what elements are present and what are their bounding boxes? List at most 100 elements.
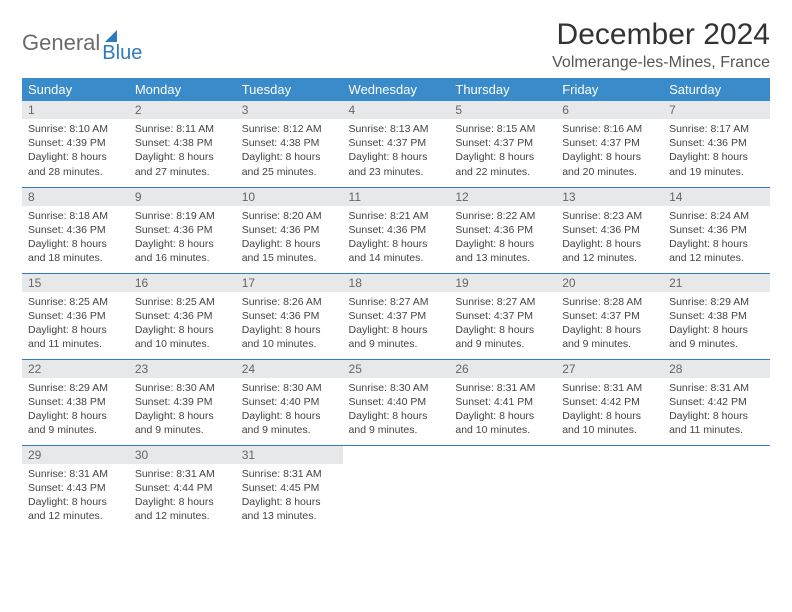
sunrise-line: Sunrise: 8:21 AM (349, 209, 444, 223)
day-details: Sunrise: 8:20 AMSunset: 4:36 PMDaylight:… (236, 206, 343, 270)
calendar-day: 4Sunrise: 8:13 AMSunset: 4:37 PMDaylight… (343, 101, 450, 187)
day-details: Sunrise: 8:30 AMSunset: 4:40 PMDaylight:… (343, 378, 450, 442)
daylight-line: Daylight: 8 hours and 12 minutes. (135, 495, 230, 523)
daylight-line: Daylight: 8 hours and 9 minutes. (455, 323, 550, 351)
col-sun: Sunday (22, 78, 129, 101)
day-number: 13 (556, 188, 663, 206)
day-number: 23 (129, 360, 236, 378)
sunset-line: Sunset: 4:37 PM (562, 309, 657, 323)
calendar-day: 31Sunrise: 8:31 AMSunset: 4:45 PMDayligh… (236, 445, 343, 531)
day-number: 16 (129, 274, 236, 292)
col-thu: Thursday (449, 78, 556, 101)
day-number: 7 (663, 101, 770, 119)
sunrise-line: Sunrise: 8:15 AM (455, 122, 550, 136)
daylight-line: Daylight: 8 hours and 9 minutes. (349, 323, 444, 351)
day-details: Sunrise: 8:17 AMSunset: 4:36 PMDaylight:… (663, 119, 770, 183)
daylight-line: Daylight: 8 hours and 18 minutes. (28, 237, 123, 265)
sunset-line: Sunset: 4:36 PM (242, 223, 337, 237)
calendar-day: 15Sunrise: 8:25 AMSunset: 4:36 PMDayligh… (22, 273, 129, 359)
sunrise-line: Sunrise: 8:31 AM (455, 381, 550, 395)
calendar-day: 26Sunrise: 8:31 AMSunset: 4:41 PMDayligh… (449, 359, 556, 445)
sunset-line: Sunset: 4:38 PM (242, 136, 337, 150)
calendar-day: .. (556, 445, 663, 531)
sunset-line: Sunset: 4:36 PM (562, 223, 657, 237)
daylight-line: Daylight: 8 hours and 14 minutes. (349, 237, 444, 265)
day-details: Sunrise: 8:26 AMSunset: 4:36 PMDaylight:… (236, 292, 343, 356)
day-details: Sunrise: 8:31 AMSunset: 4:45 PMDaylight:… (236, 464, 343, 528)
day-details: Sunrise: 8:13 AMSunset: 4:37 PMDaylight:… (343, 119, 450, 183)
day-number: 3 (236, 101, 343, 119)
sunrise-line: Sunrise: 8:11 AM (135, 122, 230, 136)
calendar-day: 8Sunrise: 8:18 AMSunset: 4:36 PMDaylight… (22, 187, 129, 273)
day-number: 22 (22, 360, 129, 378)
day-number: 21 (663, 274, 770, 292)
day-details: Sunrise: 8:31 AMSunset: 4:41 PMDaylight:… (449, 378, 556, 442)
day-details: Sunrise: 8:24 AMSunset: 4:36 PMDaylight:… (663, 206, 770, 270)
day-details: Sunrise: 8:12 AMSunset: 4:38 PMDaylight:… (236, 119, 343, 183)
col-mon: Monday (129, 78, 236, 101)
calendar-week: 8Sunrise: 8:18 AMSunset: 4:36 PMDaylight… (22, 187, 770, 273)
day-number: 29 (22, 446, 129, 464)
sunset-line: Sunset: 4:38 PM (135, 136, 230, 150)
day-details: Sunrise: 8:31 AMSunset: 4:44 PMDaylight:… (129, 464, 236, 528)
day-details: Sunrise: 8:31 AMSunset: 4:42 PMDaylight:… (663, 378, 770, 442)
sunrise-line: Sunrise: 8:20 AM (242, 209, 337, 223)
day-details: Sunrise: 8:15 AMSunset: 4:37 PMDaylight:… (449, 119, 556, 183)
calendar-day: 23 Sunrise: 8:30 AMSunset: 4:39 PMDayligh… (129, 359, 236, 445)
location: Volmerange-les-Mines, France (552, 54, 770, 72)
day-number: 27 (556, 360, 663, 378)
sunset-line: Sunset: 4:38 PM (28, 395, 123, 409)
day-details: Sunrise: 8:28 AMSunset: 4:37 PMDaylight:… (556, 292, 663, 356)
sunrise-line: Sunrise: 8:29 AM (28, 381, 123, 395)
daylight-line: Daylight: 8 hours and 9 minutes. (562, 323, 657, 351)
daylight-line: Daylight: 8 hours and 11 minutes. (669, 409, 764, 437)
calendar-day: 3Sunrise: 8:12 AMSunset: 4:38 PMDaylight… (236, 101, 343, 187)
col-sat: Saturday (663, 78, 770, 101)
calendar-day: 22Sunrise: 8:29 AMSunset: 4:38 PMDayligh… (22, 359, 129, 445)
sunrise-line: Sunrise: 8:31 AM (135, 467, 230, 481)
col-wed: Wednesday (343, 78, 450, 101)
sunrise-line: Sunrise: 8:12 AM (242, 122, 337, 136)
day-details: Sunrise: 8:27 AMSunset: 4:37 PMDaylight:… (343, 292, 450, 356)
sunset-line: Sunset: 4:44 PM (135, 481, 230, 495)
day-details: Sunrise: 8:25 AMSunset: 4:36 PMDaylight:… (22, 292, 129, 356)
page-title: December 2024 (552, 18, 770, 52)
calendar-day: 30Sunrise: 8:31 AMSunset: 4:44 PMDayligh… (129, 445, 236, 531)
sunrise-line: Sunrise: 8:25 AM (28, 295, 123, 309)
sunset-line: Sunset: 4:39 PM (28, 136, 123, 150)
sunset-line: Sunset: 4:37 PM (455, 309, 550, 323)
sunrise-line: Sunrise: 8:23 AM (562, 209, 657, 223)
sunset-line: Sunset: 4:38 PM (669, 309, 764, 323)
daylight-line: Daylight: 8 hours and 9 minutes. (135, 409, 230, 437)
day-number: 31 (236, 446, 343, 464)
daylight-line: Daylight: 8 hours and 15 minutes. (242, 237, 337, 265)
sunrise-line: Sunrise: 8:30 AM (135, 381, 230, 395)
sunset-line: Sunset: 4:36 PM (135, 223, 230, 237)
logo-sail-icon (102, 24, 142, 44)
sunset-line: Sunset: 4:37 PM (562, 136, 657, 150)
sunset-line: Sunset: 4:36 PM (28, 309, 123, 323)
day-details: Sunrise: 8:21 AMSunset: 4:36 PMDaylight:… (343, 206, 450, 270)
calendar-day: 19Sunrise: 8:27 AMSunset: 4:37 PMDayligh… (449, 273, 556, 359)
daylight-line: Daylight: 8 hours and 12 minutes. (562, 237, 657, 265)
daylight-line: Daylight: 8 hours and 12 minutes. (28, 495, 123, 523)
day-details: Sunrise: 8:29 AMSunset: 4:38 PMDaylight:… (663, 292, 770, 356)
sunrise-line: Sunrise: 8:10 AM (28, 122, 123, 136)
daylight-line: Daylight: 8 hours and 12 minutes. (669, 237, 764, 265)
day-number: 4 (343, 101, 450, 119)
daylight-line: Daylight: 8 hours and 9 minutes. (349, 409, 444, 437)
day-details: Sunrise: 8:27 AMSunset: 4:37 PMDaylight:… (449, 292, 556, 356)
col-fri: Friday (556, 78, 663, 101)
daylight-line: Daylight: 8 hours and 23 minutes. (349, 150, 444, 178)
sunset-line: Sunset: 4:39 PM (135, 395, 230, 409)
day-number: 20 (556, 274, 663, 292)
day-number: 1 (22, 101, 129, 119)
sunrise-line: Sunrise: 8:27 AM (349, 295, 444, 309)
sunset-line: Sunset: 4:37 PM (349, 136, 444, 150)
calendar-day: 17Sunrise: 8:26 AMSunset: 4:36 PMDayligh… (236, 273, 343, 359)
day-number: 14 (663, 188, 770, 206)
day-details: Sunrise: 8:23 AMSunset: 4:36 PMDaylight:… (556, 206, 663, 270)
calendar-day: 28Sunrise: 8:31 AMSunset: 4:42 PMDayligh… (663, 359, 770, 445)
day-details: Sunrise: 8:18 AMSunset: 4:36 PMDaylight:… (22, 206, 129, 270)
day-details: Sunrise: 8:16 AMSunset: 4:37 PMDaylight:… (556, 119, 663, 183)
